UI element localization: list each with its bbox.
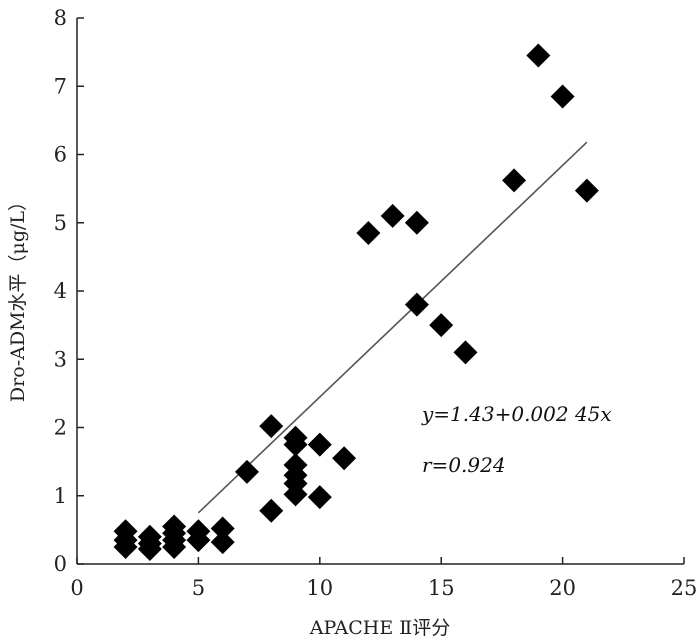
data-point: [380, 203, 405, 228]
x-axis-ticks: 0 5 10 15 20 25: [70, 557, 697, 600]
data-point: [526, 43, 551, 68]
x-tick-label: 20: [549, 576, 576, 600]
x-tick-label: 25: [671, 576, 698, 600]
y-tick-label: 7: [54, 74, 67, 98]
data-point: [137, 536, 162, 561]
data-point: [502, 168, 527, 193]
y-axis-ticks: 0 1 2 3 4 5 6 7 8: [54, 6, 84, 576]
data-point: [404, 292, 429, 317]
data-point: [283, 432, 308, 457]
y-tick-label: 6: [54, 143, 67, 167]
data-point: [186, 528, 211, 553]
data-point: [162, 534, 187, 559]
data-point: [259, 498, 284, 523]
regression-equation: y=1.43+0.002 45x: [421, 402, 612, 426]
x-tick-label: 0: [70, 576, 83, 600]
data-point: [210, 516, 235, 541]
data-point: [404, 210, 429, 235]
data-point: [574, 178, 599, 203]
y-axis-title: Dro-ADM水平（μg/L）: [7, 192, 29, 402]
data-point: [356, 220, 381, 245]
y-tick-label: 4: [54, 279, 67, 303]
data-point: [307, 432, 332, 457]
x-axis-title: APACHE Ⅱ评分: [309, 617, 450, 639]
data-point: [283, 482, 308, 507]
y-tick-label: 1: [54, 484, 67, 508]
trend-line: [197, 141, 588, 514]
y-tick-label: 5: [54, 211, 67, 235]
x-tick-label: 5: [192, 576, 205, 600]
data-point: [259, 414, 284, 439]
x-tick-label: 15: [428, 576, 455, 600]
data-point: [453, 340, 478, 365]
data-point: [307, 485, 332, 510]
data-point: [332, 446, 357, 471]
data-point: [429, 313, 454, 338]
data-point: [210, 530, 235, 555]
correlation-coefficient: r=0.924: [422, 453, 506, 477]
y-tick-label: 0: [54, 552, 67, 576]
data-point: [113, 534, 138, 559]
y-tick-label: 3: [54, 347, 67, 371]
x-tick-label: 10: [306, 576, 333, 600]
data-point: [550, 84, 575, 109]
y-tick-label: 2: [54, 416, 67, 440]
data-point: [234, 459, 259, 484]
y-tick-label: 8: [54, 6, 67, 30]
plot-area: 0 5 10 15 20 25 0 1 2 3 4 5 6 7 8: [54, 6, 698, 600]
data-points: [113, 43, 599, 561]
